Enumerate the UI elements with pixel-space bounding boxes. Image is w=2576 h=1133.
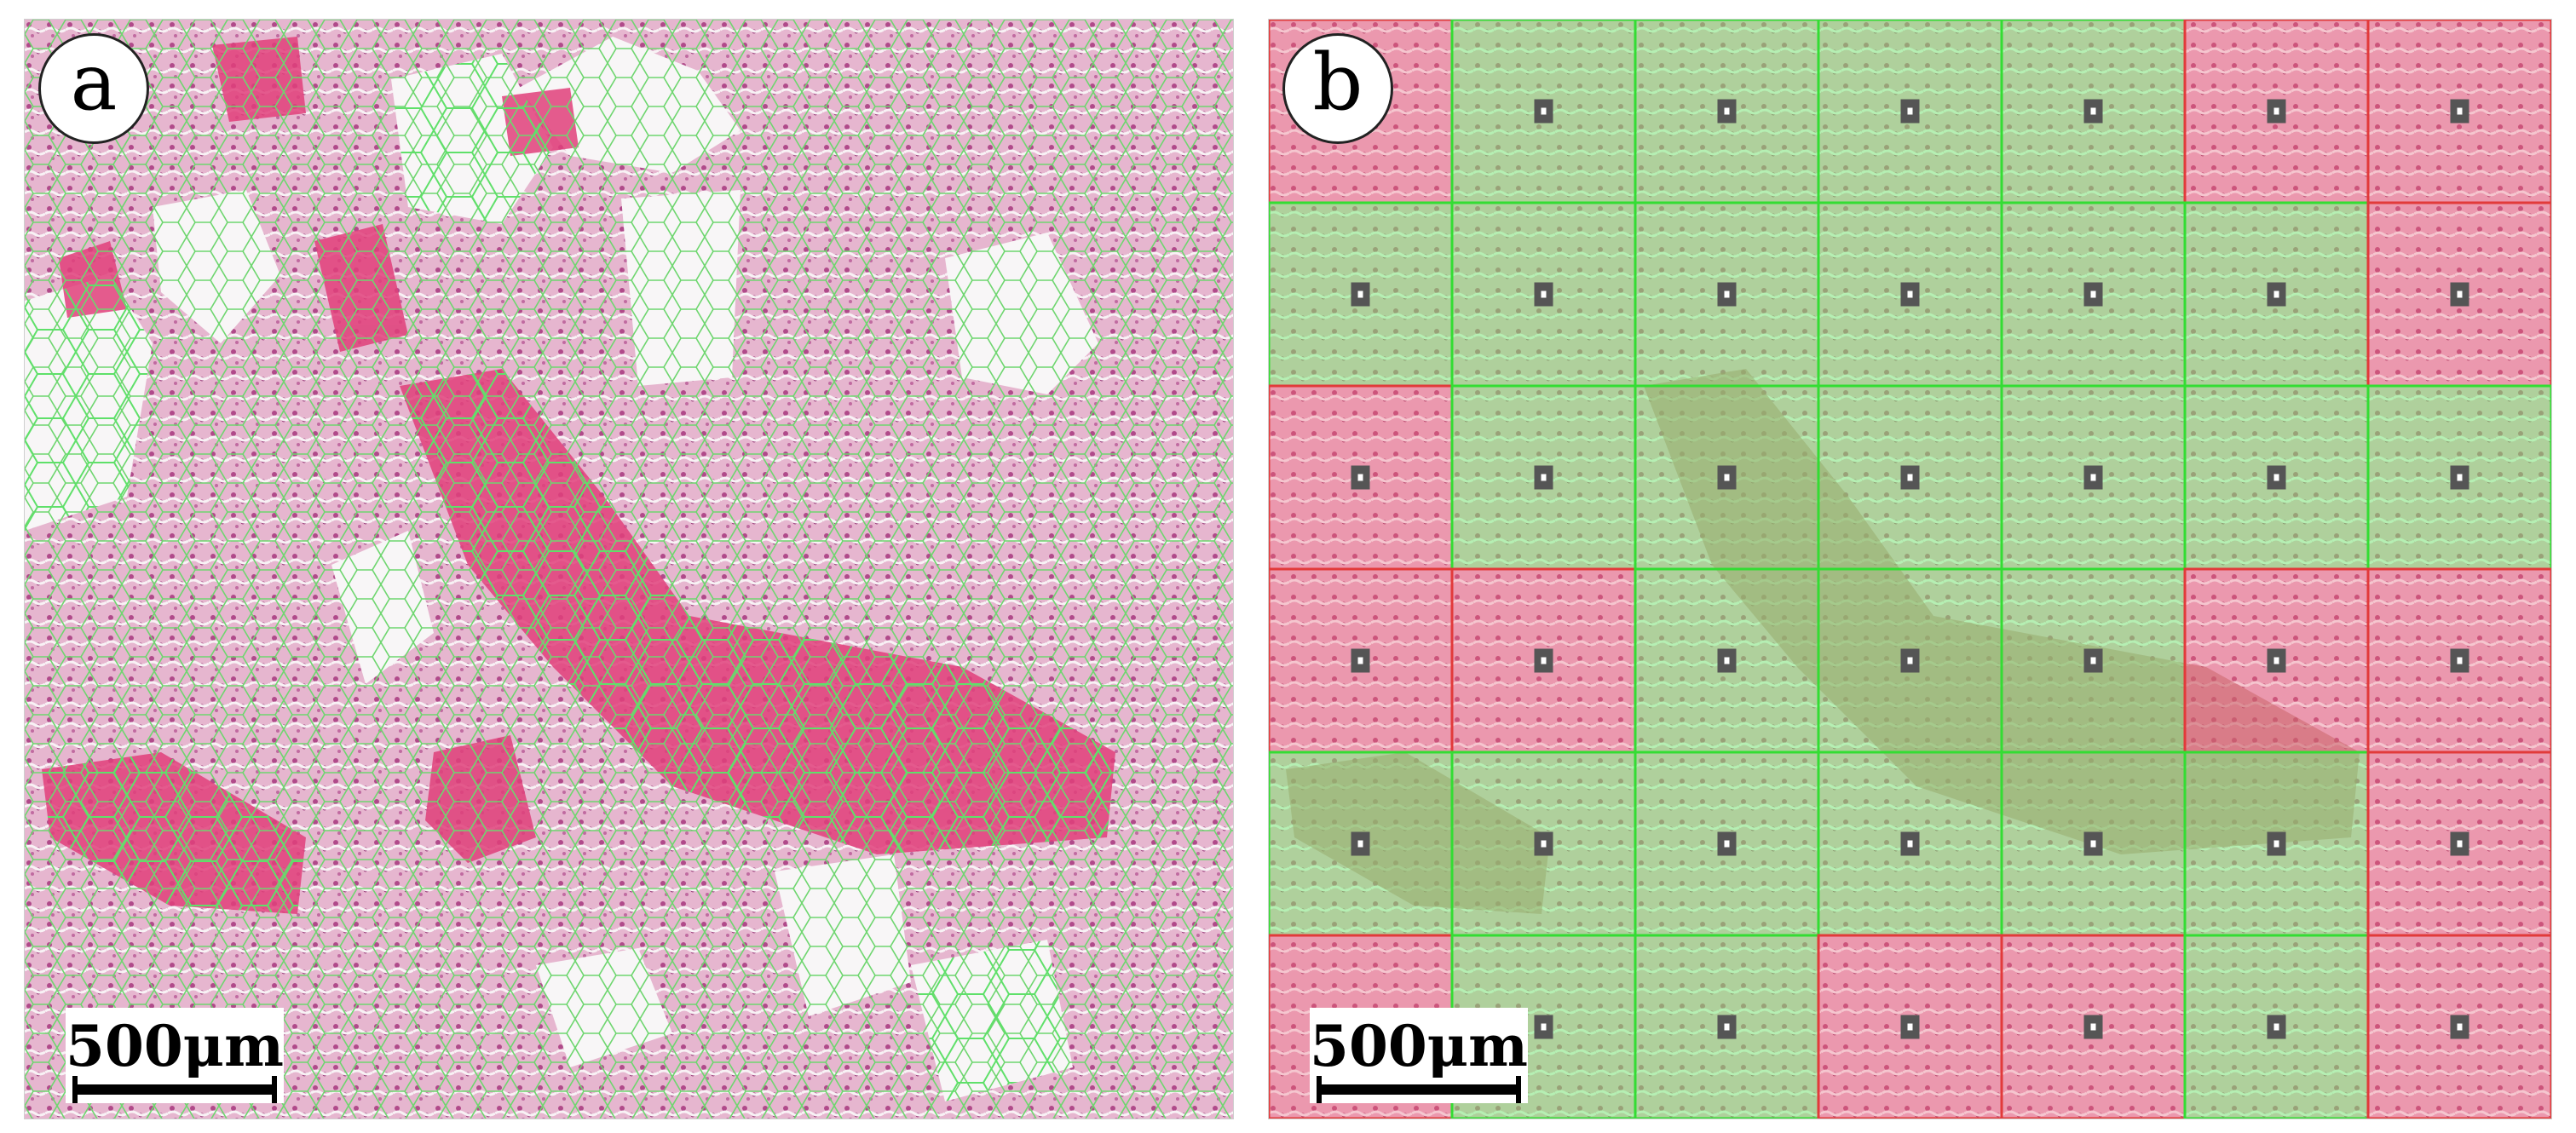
patch-center-dot [1357,840,1363,848]
patch-center-dot [1907,840,1913,848]
patch-center-dot [1357,290,1363,298]
patch-center-dot [2273,1023,2279,1031]
scale-bar: 500μm [1310,1008,1528,1103]
scale-bar-line [72,1076,277,1103]
patch-center-dot [2273,290,2279,298]
patch-center-dot [1541,840,1547,848]
patch-center-dot [1724,474,1730,481]
patch-center-dot [1907,290,1913,298]
patch-center-dot [1541,657,1547,664]
patch-center-dot [2090,840,2096,848]
patch-center-dot [1907,474,1913,481]
patch-center-dot [2457,657,2463,664]
patch-center-dot [2457,107,2463,115]
panel-label: a [38,33,149,144]
patch-grid-overlay [1269,20,2551,1119]
patch-center-dot [2273,840,2279,848]
patch-center-dot [1541,474,1547,481]
panel-label: b [1282,33,1393,144]
patch-center-dot [2090,1023,2096,1031]
scale-bar-line [1317,1076,1521,1103]
patch-center-dot [1907,1023,1913,1031]
patch-center-dot [2457,1023,2463,1031]
patch-center-dot [2090,474,2096,481]
patch-center-dot [2457,474,2463,481]
superpixel-image-svg [25,20,1233,1119]
patch-center-dot [1724,840,1730,848]
patch-center-dot [2090,107,2096,115]
patch-center-dot [1357,474,1363,481]
patch-center-dot [1724,107,1730,115]
patch-center-dot [1724,290,1730,298]
patch-center-dot [2457,290,2463,298]
scale-bar-label: 500μm [1310,1013,1528,1079]
patch-center-dot [2457,840,2463,848]
patch-center-dot [2090,290,2096,298]
patch-center-dot [2273,474,2279,481]
panel-b: b 500μm [1268,19,2552,1119]
panel-a: a 500μm [24,19,1234,1119]
scale-bar-label: 500μm [66,1013,284,1079]
patch-center-dot [1724,1023,1730,1031]
patch-center-dot [1541,290,1547,298]
patch-center-dot [2090,657,2096,664]
patch-grid-svg [1269,20,2551,1119]
patch-center-dot [1907,107,1913,115]
patch-center-dot [1357,657,1363,664]
patch-center-dot [2273,657,2279,664]
scale-bar: 500μm [66,1008,284,1103]
patch-center-dot [1541,1023,1547,1031]
histology-image-superpixels [25,20,1233,1119]
patch-center-dot [1907,657,1913,664]
patch-center-dot [2273,107,2279,115]
patch-center-dot [1724,657,1730,664]
patch-center-dot [1541,107,1547,115]
